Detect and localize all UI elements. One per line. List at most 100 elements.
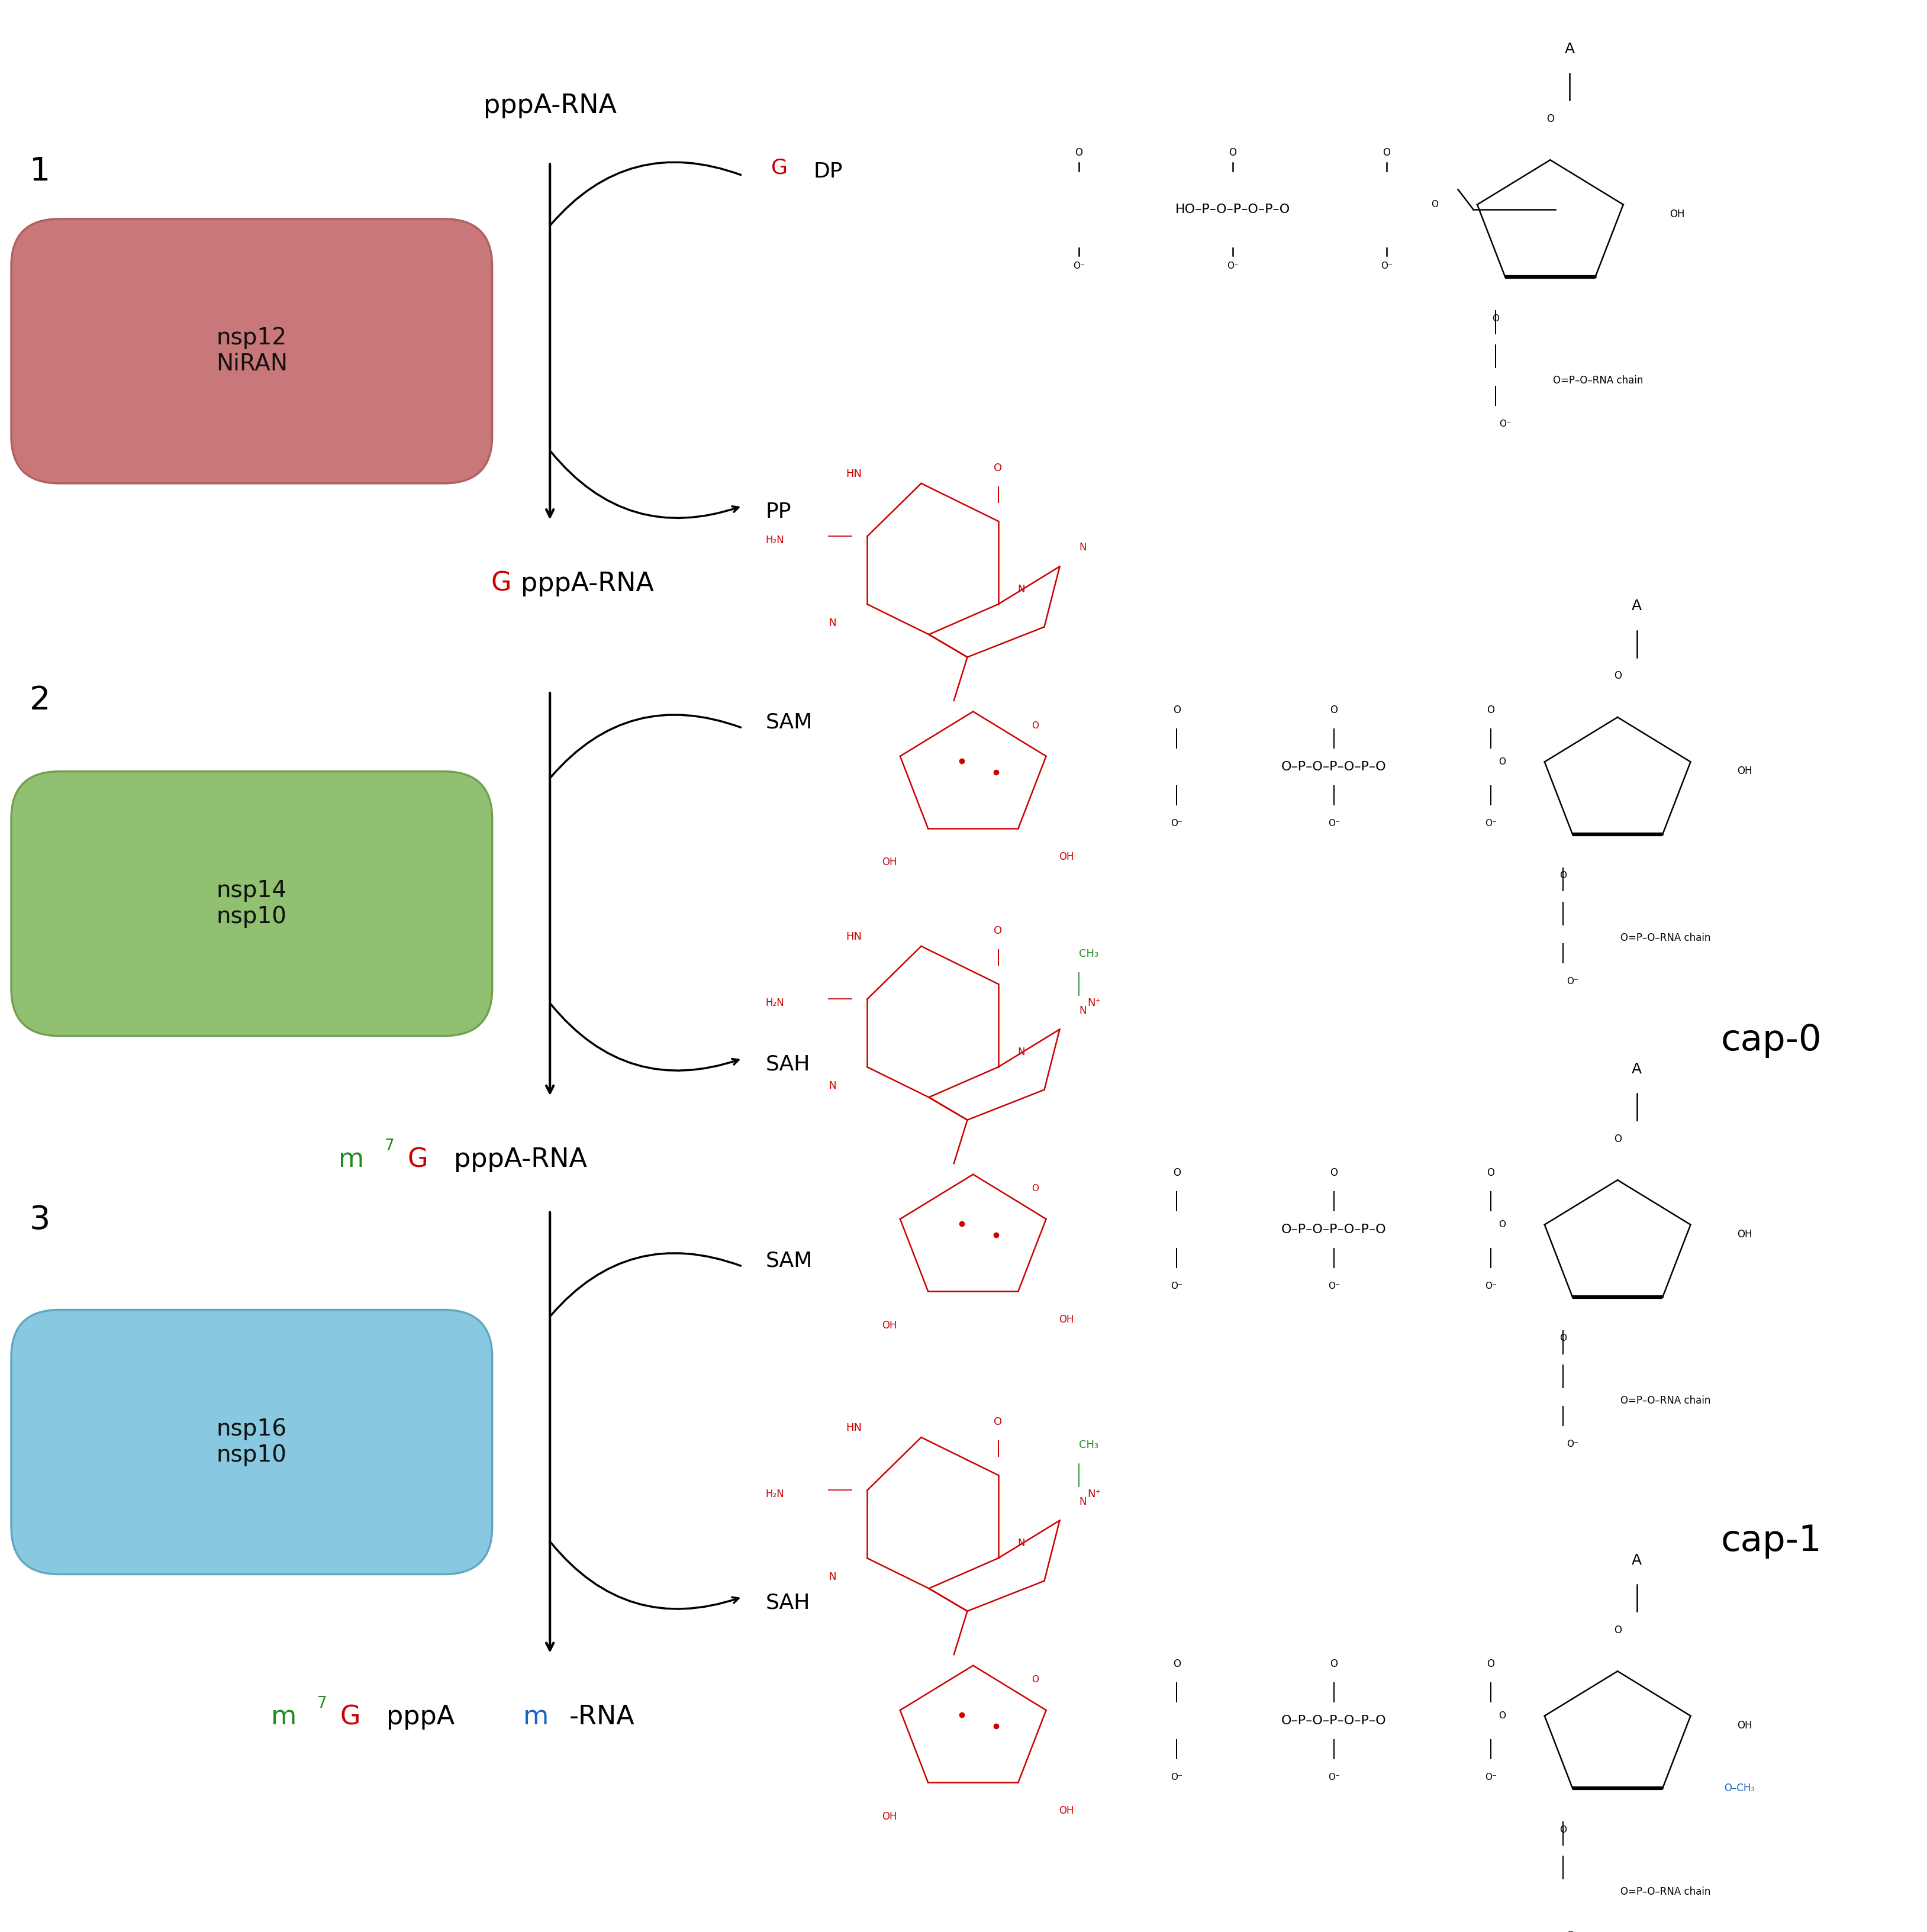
- Text: N: N: [1017, 583, 1025, 595]
- Text: O⁻: O⁻: [1172, 819, 1183, 827]
- Text: OH: OH: [1058, 852, 1073, 862]
- Text: 7: 7: [385, 1138, 395, 1153]
- Text: OH: OH: [1736, 1229, 1752, 1240]
- Text: O: O: [1031, 721, 1039, 730]
- Text: O: O: [1559, 871, 1567, 881]
- Text: HN: HN: [846, 1422, 861, 1434]
- Text: m: m: [339, 1148, 364, 1173]
- Text: OH: OH: [883, 1320, 898, 1331]
- Text: A: A: [1632, 599, 1642, 612]
- Text: N⁺: N⁺: [1087, 1490, 1100, 1499]
- FancyBboxPatch shape: [12, 1310, 491, 1575]
- Text: N: N: [1017, 1538, 1025, 1548]
- Text: O: O: [994, 925, 1002, 937]
- Text: O: O: [1031, 1184, 1039, 1194]
- Text: O=P–O–RNA chain: O=P–O–RNA chain: [1621, 933, 1711, 943]
- Text: nsp12
NiRAN: nsp12 NiRAN: [216, 327, 287, 375]
- Text: nsp16
nsp10: nsp16 nsp10: [216, 1418, 287, 1466]
- Text: 7: 7: [318, 1696, 328, 1712]
- Text: OH: OH: [1736, 765, 1752, 777]
- Text: O–P–O–P–O–P–O: O–P–O–P–O–P–O: [1281, 761, 1386, 773]
- Text: N: N: [829, 618, 836, 628]
- Text: N: N: [1079, 543, 1087, 553]
- Text: O: O: [1432, 201, 1438, 209]
- FancyBboxPatch shape: [12, 218, 491, 483]
- Text: A: A: [1565, 43, 1574, 56]
- Text: O–CH₃: O–CH₃: [1725, 1783, 1755, 1793]
- Text: SAH: SAH: [765, 1592, 809, 1613]
- Text: O=P–O–RNA chain: O=P–O–RNA chain: [1553, 375, 1644, 386]
- Text: HN: HN: [846, 469, 861, 479]
- Text: O: O: [1229, 147, 1237, 158]
- Text: G: G: [407, 1148, 428, 1173]
- Text: pppA: pppA: [387, 1704, 455, 1729]
- Text: O⁻: O⁻: [1328, 819, 1339, 827]
- Text: OH: OH: [1736, 1719, 1752, 1731]
- Text: O=P–O–RNA chain: O=P–O–RNA chain: [1621, 1395, 1711, 1406]
- Text: O: O: [1559, 1826, 1567, 1833]
- Text: O⁻: O⁻: [1328, 1281, 1339, 1291]
- Text: O⁻: O⁻: [1172, 1774, 1183, 1781]
- Text: O⁻: O⁻: [1486, 1774, 1497, 1781]
- Text: O: O: [994, 1416, 1002, 1428]
- Text: 3: 3: [29, 1204, 50, 1236]
- Text: OH: OH: [1058, 1314, 1073, 1325]
- Text: N: N: [1079, 1495, 1087, 1507]
- Text: O: O: [1488, 705, 1495, 715]
- Text: G: G: [341, 1704, 360, 1729]
- Text: O: O: [1559, 1333, 1567, 1343]
- Text: O: O: [1330, 705, 1337, 715]
- Text: O⁻: O⁻: [1172, 1281, 1183, 1291]
- Text: N⁺: N⁺: [1087, 997, 1100, 1009]
- Text: O: O: [1488, 1660, 1495, 1669]
- Text: O–P–O–P–O–P–O: O–P–O–P–O–P–O: [1281, 1716, 1386, 1727]
- Text: HN: HN: [846, 931, 861, 943]
- Text: O⁻: O⁻: [1328, 1774, 1339, 1781]
- Text: m: m: [522, 1704, 549, 1729]
- Text: A: A: [1632, 1063, 1642, 1076]
- Text: N: N: [829, 1573, 836, 1582]
- Text: 1: 1: [29, 156, 50, 187]
- Text: O: O: [994, 464, 1002, 473]
- Text: O: O: [1075, 147, 1083, 158]
- Text: O⁻: O⁻: [1499, 419, 1511, 429]
- Text: H₂N: H₂N: [765, 535, 784, 545]
- Text: pppA-RNA: pppA-RNA: [453, 1148, 588, 1173]
- Text: O: O: [1545, 114, 1553, 124]
- Text: O: O: [1499, 1221, 1505, 1229]
- Text: -RNA: -RNA: [568, 1704, 634, 1729]
- Text: pppA-RNA: pppA-RNA: [484, 93, 617, 118]
- Text: H₂N: H₂N: [765, 997, 784, 1009]
- Text: HO–P–O–P–O–P–O: HO–P–O–P–O–P–O: [1175, 203, 1291, 214]
- Text: SAM: SAM: [765, 1250, 813, 1271]
- Text: G: G: [491, 570, 511, 597]
- Text: PP: PP: [765, 502, 792, 522]
- Text: O: O: [1613, 1134, 1621, 1144]
- Text: OH: OH: [883, 858, 898, 867]
- Text: O: O: [1330, 1167, 1337, 1179]
- Text: O⁻: O⁻: [1486, 819, 1497, 827]
- Text: O: O: [1174, 705, 1181, 715]
- Text: G: G: [771, 158, 788, 178]
- Text: O: O: [1499, 757, 1505, 767]
- Text: O=P–O–RNA chain: O=P–O–RNA chain: [1621, 1888, 1711, 1897]
- Text: O⁻: O⁻: [1227, 261, 1239, 270]
- Text: O⁻: O⁻: [1073, 261, 1085, 270]
- Text: DP: DP: [813, 162, 842, 182]
- Text: N: N: [1017, 1047, 1025, 1057]
- Text: O⁻: O⁻: [1486, 1281, 1497, 1291]
- Text: SAM: SAM: [765, 713, 813, 732]
- Text: cap-1: cap-1: [1721, 1524, 1823, 1559]
- Text: O: O: [1330, 1660, 1337, 1669]
- FancyBboxPatch shape: [12, 771, 491, 1036]
- Text: cap-0: cap-0: [1721, 1024, 1821, 1059]
- Text: CH₃: CH₃: [1079, 1439, 1098, 1451]
- Text: CH₃: CH₃: [1079, 949, 1098, 958]
- Text: m: m: [272, 1704, 297, 1729]
- Text: nsp14
nsp10: nsp14 nsp10: [216, 879, 287, 927]
- Text: OH: OH: [1058, 1804, 1073, 1816]
- Text: pppA-RNA: pppA-RNA: [520, 570, 653, 597]
- Text: SAH: SAH: [765, 1055, 809, 1074]
- Text: O: O: [1613, 670, 1621, 682]
- Text: O: O: [1031, 1675, 1039, 1685]
